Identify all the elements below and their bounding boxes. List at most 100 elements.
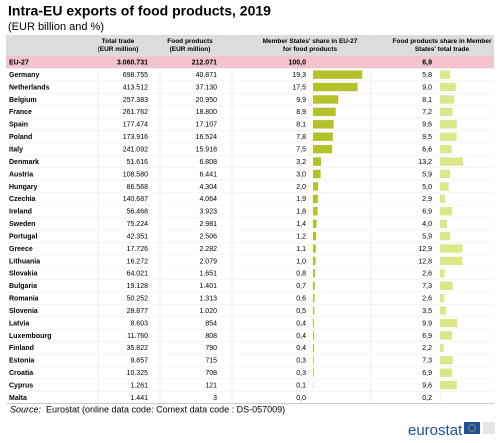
- bar: [440, 207, 453, 216]
- cell-value: 0,4: [296, 345, 306, 352]
- cell-value: 413.512: [123, 84, 148, 91]
- cell-value: 1.401: [199, 283, 217, 290]
- cell-value: 261.762: [123, 109, 148, 116]
- cell-value: 1.020: [199, 308, 217, 315]
- cell-value: 241.092: [123, 146, 148, 153]
- cell-value: 1,0: [296, 258, 306, 265]
- cell-value: 11.760: [127, 333, 148, 340]
- eu-flag: [464, 422, 480, 434]
- cell-value: 2.981: [199, 221, 217, 228]
- row-label: Sweden: [9, 221, 35, 228]
- cell-value: 2.079: [199, 258, 217, 265]
- bar: [313, 194, 318, 204]
- cell-value: 10.325: [127, 370, 149, 377]
- bar: [440, 157, 464, 166]
- row-label: Ireland: [9, 209, 32, 216]
- cell-value: 9,0: [422, 84, 432, 91]
- cell-value: 808: [205, 333, 217, 340]
- title: Intra-EU exports of food products, 2019: [8, 3, 271, 19]
- bar: [440, 144, 452, 154]
- cell-value: 0,3: [296, 358, 306, 365]
- cell-value: 6,9: [422, 60, 432, 67]
- cell-value: 9,5: [422, 134, 432, 141]
- bar: [440, 293, 445, 303]
- cell-value: 56.468: [127, 209, 149, 216]
- bar: [440, 331, 453, 340]
- cell-value: 4.304: [199, 184, 217, 191]
- cell-value: 3,2: [296, 159, 306, 166]
- row-label: Belgium: [9, 97, 37, 104]
- cell-value: 50.252: [127, 296, 149, 303]
- bar: [313, 281, 315, 290]
- bar: [440, 256, 463, 266]
- cell-value: 7,5: [296, 146, 306, 153]
- row-label: Germany: [9, 72, 39, 79]
- cell-value: 6,9: [422, 209, 432, 216]
- row-label: Hungary: [9, 184, 38, 191]
- cell-value: 12,8: [418, 258, 432, 265]
- row-label: Greece: [9, 246, 33, 253]
- bar: [313, 169, 321, 179]
- cell-value: 13,2: [418, 159, 432, 166]
- row-label: Bulgaria: [9, 283, 37, 290]
- cell-value: 6.808: [199, 159, 217, 166]
- cell-value: 40.871: [196, 72, 218, 79]
- header-row: [6, 35, 494, 56]
- row-label: Estonia: [9, 358, 34, 365]
- cell-value: 9,9: [422, 320, 432, 327]
- bar: [313, 293, 315, 303]
- bar: [440, 356, 453, 365]
- cell-value: 0,6: [296, 296, 306, 303]
- bar: [440, 306, 447, 315]
- bar: [440, 318, 458, 328]
- cell-value: 1,2: [296, 233, 306, 240]
- cell-value: 12,9: [418, 246, 432, 253]
- cell-value: 7,2: [422, 109, 432, 116]
- cell-value: 1.651: [199, 271, 217, 278]
- bar: [313, 144, 333, 154]
- cell-value: 6,9: [422, 370, 432, 377]
- bar: [440, 219, 447, 228]
- cell-value: 64.021: [127, 271, 149, 278]
- row-label: Cyprus: [9, 382, 33, 389]
- row-label: Austria: [9, 171, 33, 178]
- cell-value: 35.822: [127, 345, 149, 352]
- cell-value: 4.064: [199, 196, 217, 203]
- total-row: [6, 56, 494, 69]
- bar: [313, 306, 315, 315]
- row-label: Poland: [9, 134, 32, 141]
- bar: [440, 132, 457, 141]
- cell-value: 5,9: [422, 171, 432, 178]
- cell-value: 108.580: [123, 171, 148, 178]
- row-label: Italy: [9, 146, 23, 153]
- logo-icon: [483, 422, 495, 434]
- bar: [313, 269, 316, 278]
- cell-value: 6,9: [422, 333, 432, 340]
- cell-value: 37.130: [196, 84, 218, 91]
- row-label: Spain: [9, 122, 28, 129]
- bar: [313, 120, 334, 129]
- cell-value: 6,6: [422, 146, 432, 153]
- cell-value: 2,2: [422, 345, 432, 352]
- cell-value: 16.524: [196, 134, 218, 141]
- bar: [313, 107, 336, 117]
- cell-value: 17.726: [127, 246, 149, 253]
- row-label: Denmark: [9, 159, 39, 166]
- bar: [313, 244, 316, 253]
- cell-value: 15.918: [196, 146, 218, 153]
- cell-value: 177.474: [123, 122, 148, 129]
- cell-value: 86.568: [127, 184, 149, 191]
- cell-value: 8,1: [296, 122, 306, 129]
- cell-value: 7,3: [422, 283, 432, 290]
- bar: [440, 169, 451, 179]
- cell-value: 1.441: [130, 395, 148, 402]
- cell-value: 19.128: [127, 283, 149, 290]
- cell-value: 3,0: [296, 171, 306, 178]
- cell-value: 1,9: [296, 196, 306, 203]
- cell-value: 715: [205, 358, 217, 365]
- cell-value: 3.060.731: [117, 60, 148, 67]
- bar: [440, 182, 449, 191]
- bar: [440, 70, 451, 79]
- cell-value: 140.687: [123, 196, 148, 203]
- cell-value: 9,6: [422, 122, 432, 129]
